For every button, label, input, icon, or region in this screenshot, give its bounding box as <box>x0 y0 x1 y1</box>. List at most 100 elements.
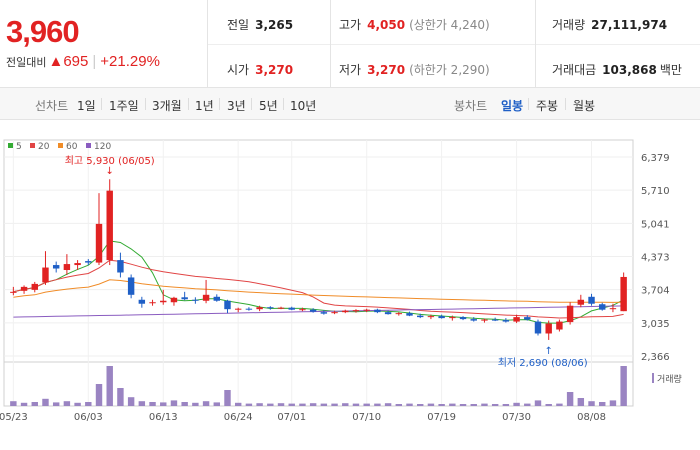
volume-bar <box>331 403 338 406</box>
candle-chart-title: 봉차트 <box>454 99 488 113</box>
candle <box>524 317 531 320</box>
tab-1d[interactable]: 1일 <box>77 99 96 113</box>
candle <box>395 313 403 315</box>
candle <box>52 265 60 269</box>
x-tick-label: 07/30 <box>502 412 531 423</box>
volume-bar <box>31 402 38 406</box>
x-tick-label: 05/23 <box>0 412 28 423</box>
volume-bar <box>10 401 17 406</box>
col-divider <box>330 0 331 88</box>
candle <box>10 291 17 293</box>
candle <box>588 296 595 304</box>
volume-bar <box>42 398 49 406</box>
open-stat: 시가 3,270 <box>227 63 294 77</box>
volume-bar <box>395 404 403 406</box>
candle <box>127 277 135 295</box>
change-percent: +21.29% <box>100 53 160 70</box>
candle <box>566 305 574 323</box>
candle <box>363 309 370 311</box>
tab-3y[interactable]: 3년 <box>227 99 246 113</box>
volume-bar <box>245 403 253 406</box>
volume-legend-swatch <box>652 373 654 383</box>
quote-header: 3,960 전일대비 ▲695 | +21.29% 전일 3,265 고가 4,050 (상… <box>0 0 700 88</box>
volume-bar <box>384 403 392 406</box>
candle <box>449 317 456 319</box>
tab-10y[interactable]: 10년 <box>290 99 317 113</box>
candle <box>417 315 424 318</box>
y-tick-label: 3,704 <box>641 286 670 297</box>
candle <box>352 310 360 312</box>
volume-bar <box>320 403 328 406</box>
price-chart[interactable]: 6,379 5,710 5,041 4,373 3,704 3,035 2,366 05/23… <box>0 120 700 450</box>
volume-bar <box>352 403 360 406</box>
volume-bar <box>277 403 285 406</box>
candle <box>267 307 274 309</box>
volume-bar <box>556 403 563 406</box>
candle <box>277 307 285 309</box>
volume-legend-label: 거래량 <box>657 373 682 385</box>
prev-close-stat: 전일 3,265 <box>227 18 294 32</box>
candle <box>534 321 542 334</box>
price-change: 전일대비 ▲695 | +21.29% <box>6 53 160 70</box>
volume-bar <box>117 388 124 406</box>
volume-bar <box>224 390 231 406</box>
change-value: 695 <box>63 53 89 70</box>
candle <box>288 307 295 310</box>
volume-bar <box>566 392 574 406</box>
volume-bar <box>406 403 413 406</box>
x-tick-label: 07/10 <box>352 412 381 423</box>
candle <box>331 312 338 314</box>
candle <box>513 317 520 322</box>
row-divider <box>208 44 700 45</box>
legend-label: 120 <box>94 142 111 152</box>
volume-bar <box>299 403 306 406</box>
divider: | <box>92 53 97 70</box>
candle <box>502 320 510 322</box>
volume-bar <box>459 404 467 406</box>
x-tick-label: 06/24 <box>224 412 253 423</box>
volume-bar <box>417 404 424 406</box>
candle <box>406 313 413 316</box>
legend-swatch <box>86 143 91 148</box>
candle <box>224 300 231 310</box>
candle <box>427 316 435 318</box>
legend-swatch <box>30 143 35 148</box>
x-tick-label: 06/13 <box>149 412 178 423</box>
volume-bar <box>202 401 210 406</box>
y-tick-label: 5,041 <box>641 219 670 230</box>
ma5-line <box>13 240 624 324</box>
y-tick-label: 3,035 <box>641 319 670 330</box>
low-stat: 저가 3,270 (하한가 2,290) <box>339 63 490 77</box>
volume-bar <box>127 397 135 406</box>
volume-bar <box>491 404 499 406</box>
volume-bar <box>577 398 585 406</box>
candle <box>95 223 103 263</box>
volume-bar <box>534 400 542 406</box>
volume-bar <box>181 402 188 406</box>
volume-bar <box>52 402 60 406</box>
line-chart-title: 선차트 <box>35 99 69 113</box>
amount-stat: 거래대금 103,868 백만 <box>552 63 682 77</box>
candle <box>556 321 563 330</box>
tab-monthly[interactable]: 월봉 <box>573 99 596 113</box>
tab-daily[interactable]: 일봉 <box>501 99 524 113</box>
tab-1y[interactable]: 1년 <box>195 99 214 113</box>
tab-weekly[interactable]: 주봉 <box>536 99 559 113</box>
tab-5y[interactable]: 5년 <box>259 99 278 113</box>
price-box: 3,960 전일대비 ▲695 | +21.29% <box>0 0 208 88</box>
volume-bar <box>138 401 146 406</box>
candle <box>620 276 627 312</box>
down-arrow-icon: ↓ <box>106 166 114 177</box>
volume-bar <box>513 402 520 406</box>
volume-bar <box>74 402 81 406</box>
current-price: 3,960 <box>6 14 80 49</box>
legend-swatch <box>58 143 63 148</box>
tab-1w[interactable]: 1주일 <box>109 99 139 113</box>
high-annotation: 최고 5,930 (06/05) <box>65 155 155 167</box>
volume-bar <box>267 403 274 406</box>
candle <box>20 286 28 291</box>
candle <box>234 308 242 310</box>
candle <box>320 312 328 314</box>
candle <box>342 310 349 313</box>
tab-3m[interactable]: 3개월 <box>152 99 182 113</box>
